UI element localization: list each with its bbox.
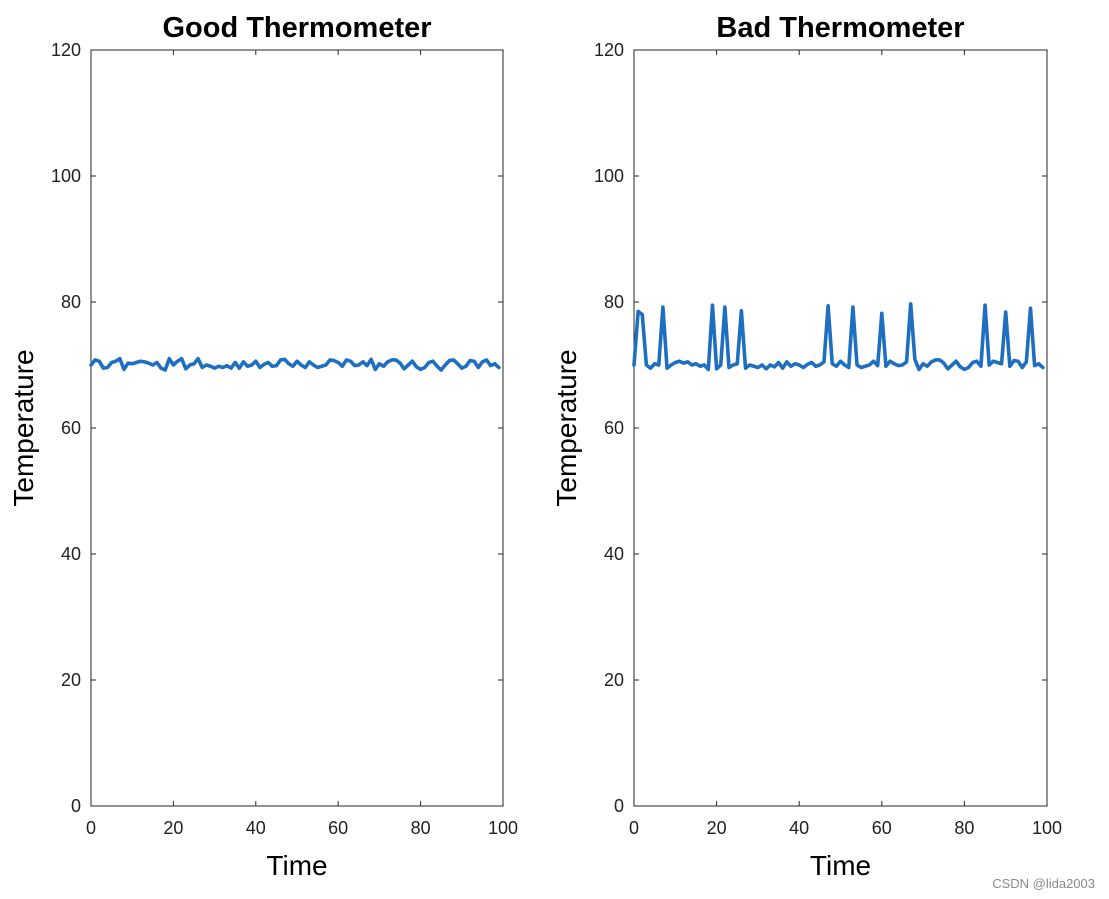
- axis-ticks: 0 20 40 60 80 100 0 20 40 60 80 100 120: [51, 40, 518, 838]
- y-tick-label: 80: [604, 292, 624, 312]
- y-tick-label: 100: [51, 166, 81, 186]
- y-tick-label: 40: [61, 544, 81, 564]
- y-tick-label: 60: [61, 418, 81, 438]
- watermark: CSDN @lida2003: [992, 876, 1095, 891]
- y-tick-label: 20: [604, 670, 624, 690]
- x-tick-label: 60: [872, 818, 892, 838]
- x-axis-label: Time: [266, 850, 327, 881]
- y-tick-label: 120: [594, 40, 624, 60]
- y-tick-label: 100: [594, 166, 624, 186]
- x-axis-label: Time: [810, 850, 871, 881]
- y-tick-label: 0: [614, 796, 624, 816]
- chart-title: Good Thermometer: [162, 12, 431, 44]
- x-tick-label: 80: [954, 818, 974, 838]
- x-tick-label: 100: [1032, 818, 1062, 838]
- chart-panel-good: Good Thermometer Time Temperature 0 20 40 6…: [8, 12, 518, 881]
- x-tick-label: 100: [488, 818, 518, 838]
- series-line-good: [89, 356, 501, 372]
- plot-frame: [633, 49, 1048, 807]
- y-axis-label: Temperature: [8, 349, 39, 506]
- chart-panel-bad: Bad Thermometer Time Temperature 0 20 40 60…: [551, 12, 1062, 881]
- x-tick-label: 40: [246, 818, 266, 838]
- plot-frame: [90, 49, 504, 807]
- y-tick-label: 0: [71, 796, 81, 816]
- y-axis-label: Temperature: [551, 349, 582, 506]
- x-tick-label: 0: [86, 818, 96, 838]
- x-tick-label: 20: [707, 818, 727, 838]
- chart-title: Bad Thermometer: [716, 12, 964, 44]
- y-tick-label: 20: [61, 670, 81, 690]
- x-tick-label: 40: [789, 818, 809, 838]
- x-tick-label: 0: [629, 818, 639, 838]
- x-tick-label: 60: [328, 818, 348, 838]
- y-tick-label: 40: [604, 544, 624, 564]
- x-tick-label: 80: [411, 818, 431, 838]
- x-tick-label: 20: [163, 818, 183, 838]
- y-tick-label: 120: [51, 40, 81, 60]
- y-tick-label: 80: [61, 292, 81, 312]
- series-line-bad: [632, 302, 1045, 372]
- y-tick-label: 60: [604, 418, 624, 438]
- axis-ticks: 0 20 40 60 80 100 0 20 40 60 80 100 120: [594, 40, 1062, 838]
